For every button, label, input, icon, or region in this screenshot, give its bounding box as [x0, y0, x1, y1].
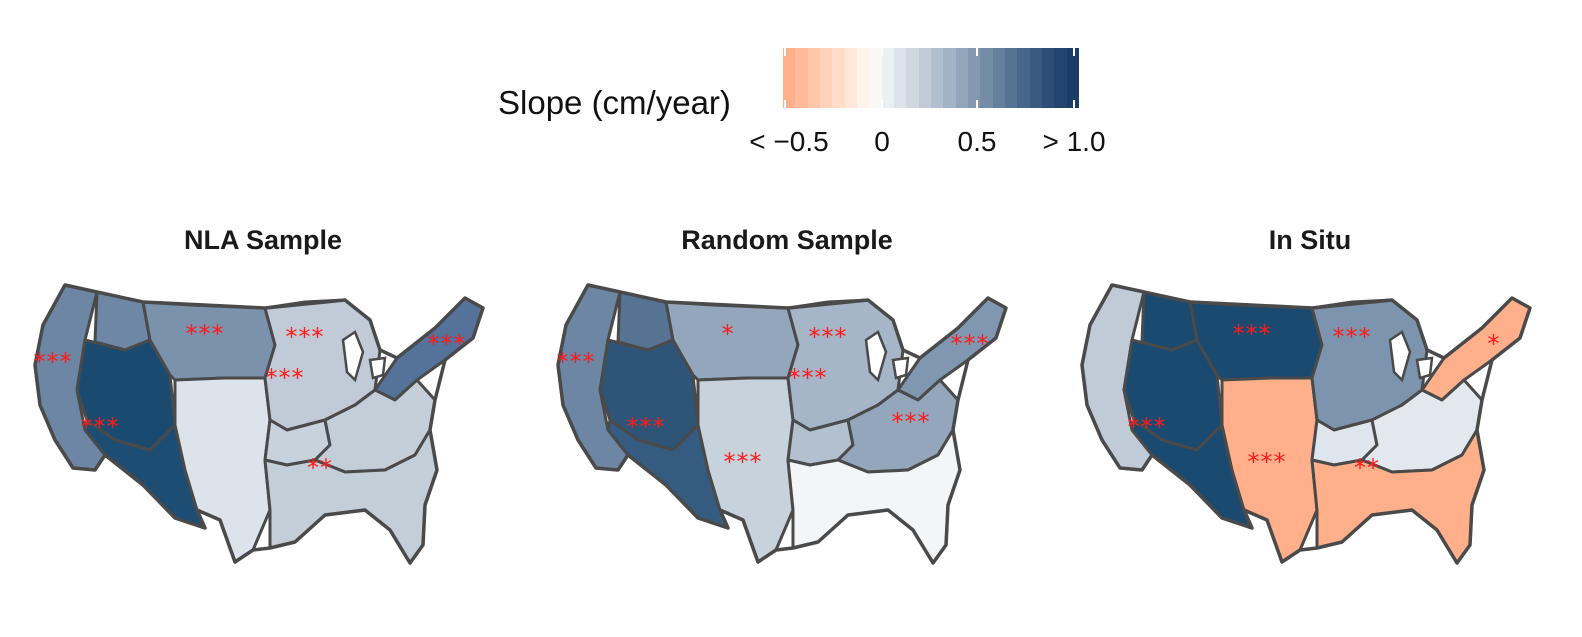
region-southplains [173, 376, 272, 564]
tick-label-max: > 1.0 [1042, 126, 1106, 157]
significance-stars: *** [627, 413, 666, 441]
significance-stars: *** [286, 323, 325, 351]
lake-huron [1415, 356, 1434, 380]
tickmark [976, 48, 978, 56]
us-map-nla-sample: ********* *********** [33, 283, 485, 565]
tick-label-min: < −0.5 [749, 126, 829, 157]
color-bar-step [783, 48, 796, 108]
significance-stars: *** [1233, 320, 1272, 348]
tickmark [881, 100, 883, 108]
tick-label-mid: 0.5 [957, 126, 997, 157]
significance-stars: ** [1354, 454, 1380, 482]
significance-stars: *** [892, 408, 931, 436]
color-bar-step [856, 48, 870, 108]
color-bar-step [980, 48, 993, 108]
tickmark [784, 100, 786, 108]
color-bar-step [795, 48, 808, 108]
color-bar-step [1054, 48, 1067, 108]
color-bar-step [893, 48, 907, 108]
us-map-random-sample: ******* *************** [556, 283, 1008, 565]
significance-stars: *** [81, 413, 120, 441]
color-bar [783, 48, 1079, 108]
significance-stars: *** [186, 320, 225, 348]
significance-stars: *** [428, 330, 467, 358]
significance-stars: *** [789, 364, 828, 392]
color-bar-step [906, 48, 919, 108]
color-bar-step [930, 48, 944, 108]
lake-huron [891, 356, 910, 380]
color-bar-step [1017, 48, 1030, 108]
us-outline [33, 283, 485, 565]
color-bar-step [1004, 48, 1018, 108]
significance-stars: *** [809, 323, 848, 351]
color-bar-step [807, 48, 820, 108]
color-bar-step [1066, 48, 1079, 108]
tickmark [976, 100, 978, 108]
panel-title-insitu: In Situ [1268, 225, 1352, 255]
significance-stars: *** [1248, 448, 1287, 476]
significance-stars: *** [1333, 323, 1372, 351]
significance-stars: * [722, 320, 735, 348]
legend-title: Slope (cm/year) [498, 84, 731, 121]
lake-michigan [341, 330, 365, 383]
color-bar-step [869, 48, 882, 108]
lake-michigan [1388, 330, 1412, 383]
color-bar-step [844, 48, 857, 108]
us-outline [1080, 283, 1532, 565]
tickmark [1073, 48, 1075, 56]
color-bar-step [881, 48, 894, 108]
significance-stars: *** [557, 348, 596, 376]
color-bar-step [955, 48, 968, 108]
us-outline [556, 283, 1008, 565]
tickmark [881, 48, 883, 56]
color-bar-step [819, 48, 833, 108]
significance-stars: *** [951, 330, 990, 358]
significance-stars: * [1488, 330, 1501, 358]
color-bar-step [992, 48, 1005, 108]
color-bar-step [1041, 48, 1055, 108]
color-bar-step [832, 48, 845, 108]
lake-michigan [864, 330, 888, 383]
panel-title-nla: NLA Sample [183, 225, 343, 255]
region-northeast [1420, 296, 1532, 402]
significance-stars: ** [307, 454, 333, 482]
legend: Slope (cm/year) < −0.5 0 0.5 > 1.0 [0, 0, 1582, 170]
tick-label-zero: 0 [874, 126, 890, 157]
tickmark [1073, 100, 1075, 108]
color-bar-step [1029, 48, 1042, 108]
significance-stars: *** [724, 448, 763, 476]
tickmark [784, 48, 786, 56]
lake-huron [368, 356, 387, 380]
color-bar-step [918, 48, 931, 108]
color-bar-step [967, 48, 981, 108]
color-bar-step [943, 48, 956, 108]
significance-stars: *** [266, 364, 305, 392]
us-map-in-situ: ****** *** **** ** [1080, 283, 1532, 565]
significance-stars: *** [34, 348, 73, 376]
panel-title-random: Random Sample [681, 225, 893, 255]
significance-stars: *** [1128, 413, 1167, 441]
